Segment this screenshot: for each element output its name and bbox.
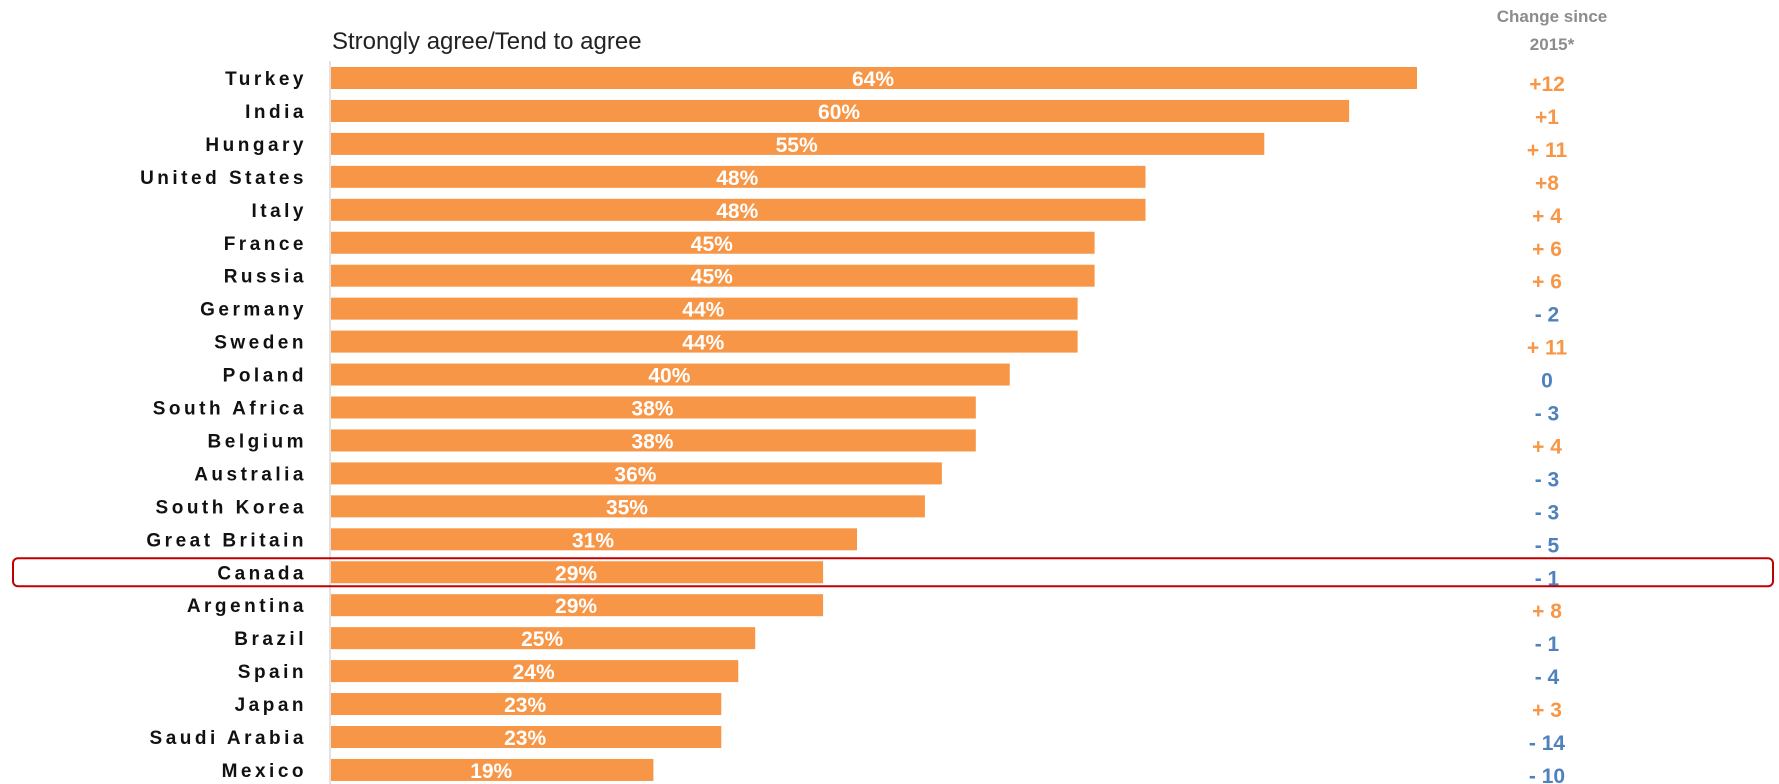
bar-brazil <box>331 627 756 650</box>
bar-saudi-arabia <box>331 726 722 748</box>
bar-japan <box>331 693 722 716</box>
category-label: Canada <box>217 563 307 584</box>
change-label: - 5 <box>1535 534 1560 557</box>
change-label: 0 <box>1541 370 1553 393</box>
change-label: - 10 <box>1529 765 1565 784</box>
value-label: 25% <box>521 628 563 651</box>
value-label: 44% <box>682 332 724 355</box>
change-label: - 4 <box>1535 666 1560 689</box>
bar-south-korea <box>331 495 925 518</box>
bar-russia <box>331 264 1095 287</box>
bar-argentina <box>331 594 824 617</box>
category-label: Great Britain <box>146 530 307 551</box>
category-label: Spain <box>238 662 307 683</box>
value-label: 35% <box>606 496 648 519</box>
change-label: - 3 <box>1535 403 1560 426</box>
category-label: France <box>224 234 307 255</box>
value-label: 40% <box>648 365 690 388</box>
bar-italy <box>331 198 1146 221</box>
value-label: 38% <box>631 398 673 421</box>
change-column-header: Change since 2015* <box>1472 3 1632 59</box>
change-label: - 14 <box>1529 732 1566 755</box>
category-label: Mexico <box>222 761 307 782</box>
value-label: 23% <box>504 694 546 717</box>
category-label: Poland <box>223 366 307 387</box>
bar-great-britain <box>331 528 858 551</box>
category-label: United States <box>140 168 307 189</box>
value-label: 45% <box>691 266 733 289</box>
bar-belgium <box>331 429 976 452</box>
change-label: + 4 <box>1532 435 1562 458</box>
bar-mexico <box>331 758 654 781</box>
category-label: Sweden <box>214 333 307 354</box>
bar-turkey <box>331 67 1417 89</box>
change-header-line-1: Change since <box>1496 7 1608 26</box>
change-label: + 6 <box>1532 271 1562 294</box>
category-label: Saudi Arabia <box>150 728 307 749</box>
category-label: Russia <box>224 267 307 288</box>
value-label: 31% <box>572 529 614 552</box>
value-label: 23% <box>504 727 546 750</box>
change-label: - 2 <box>1535 304 1560 327</box>
category-label: Belgium <box>208 431 307 452</box>
value-label: 29% <box>555 595 597 618</box>
bar-hungary <box>331 132 1265 155</box>
bar-poland <box>331 363 1010 386</box>
bar-canada <box>331 561 824 584</box>
change-label: + 11 <box>1527 139 1568 162</box>
bar-australia <box>331 462 942 485</box>
change-label: +12 <box>1529 73 1565 96</box>
bar-spain <box>331 660 739 683</box>
value-label: 55% <box>776 134 818 157</box>
value-label: 45% <box>691 233 733 256</box>
change-label: - 3 <box>1535 501 1560 524</box>
change-label: - 1 <box>1535 567 1560 590</box>
bar-south-africa <box>331 396 976 419</box>
change-label: + 6 <box>1532 238 1562 261</box>
category-label: Turkey <box>225 69 307 90</box>
bar-france <box>331 231 1095 254</box>
bar-sweden <box>331 330 1078 353</box>
change-label: - 3 <box>1535 468 1560 491</box>
change-label: +1 <box>1535 106 1559 129</box>
category-label: Germany <box>200 300 307 321</box>
category-label: India <box>245 102 307 123</box>
chart-subtitle: Strongly agree/Tend to agree <box>332 28 642 55</box>
category-label: South Africa <box>153 399 307 420</box>
category-label: South Korea <box>156 497 307 518</box>
change-header-line-2: 2015* <box>1529 35 1575 54</box>
value-label: 44% <box>682 299 724 322</box>
value-label: 29% <box>555 562 597 585</box>
change-label: + 4 <box>1532 205 1562 228</box>
change-label: - 1 <box>1535 633 1560 656</box>
value-label: 60% <box>818 101 860 124</box>
category-label: Brazil <box>234 629 307 650</box>
value-label: 38% <box>631 430 673 453</box>
value-label: 64% <box>852 68 894 91</box>
bar-germany <box>331 297 1078 320</box>
category-label: Australia <box>194 464 307 485</box>
value-label: 48% <box>716 167 758 190</box>
change-label: +8 <box>1535 172 1559 195</box>
value-label: 48% <box>716 200 758 223</box>
value-label: 24% <box>513 661 555 684</box>
bar-united-states <box>331 165 1146 188</box>
change-label: + 8 <box>1532 600 1562 623</box>
value-label: 19% <box>470 760 512 783</box>
category-label: Italy <box>251 201 307 222</box>
category-label: Japan <box>235 695 307 716</box>
change-label: + 3 <box>1532 699 1562 722</box>
category-label: Hungary <box>205 135 307 156</box>
value-label: 36% <box>614 463 656 486</box>
bar-india <box>331 99 1350 122</box>
change-label: + 11 <box>1527 337 1568 360</box>
category-label: Argentina <box>187 596 307 617</box>
highlight-outline <box>12 557 1774 588</box>
